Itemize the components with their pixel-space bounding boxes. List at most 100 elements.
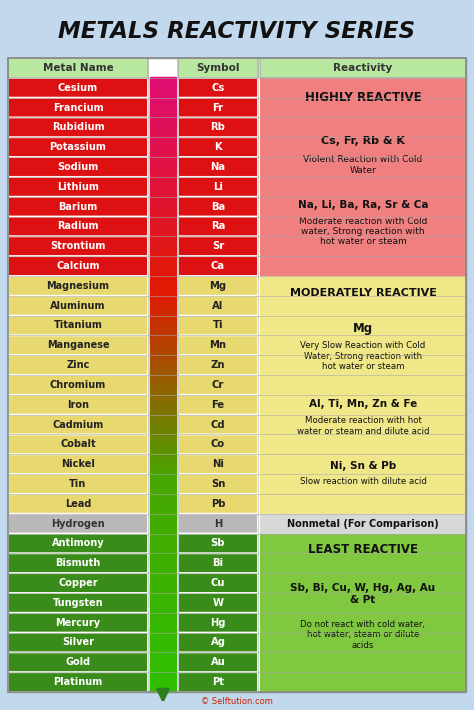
Bar [150,96,176,98]
Text: Ni, Sn & Pb: Ni, Sn & Pb [330,461,396,471]
Text: Cr: Cr [212,380,224,390]
Bar [150,626,176,628]
Bar [150,645,176,647]
Text: Manganese: Manganese [46,340,109,350]
Bar [150,434,176,436]
Bar [150,403,176,405]
Bar [150,119,176,121]
Bar [150,122,176,125]
Bar [150,679,176,682]
Bar [150,296,176,299]
Bar [150,542,176,545]
Text: Magnesium: Magnesium [46,281,109,291]
Bar [150,560,176,563]
Bar [150,153,176,155]
FancyBboxPatch shape [179,594,257,612]
Text: Fe: Fe [211,400,225,410]
Bar [150,391,176,393]
Bar [150,258,176,260]
Bar [150,268,176,271]
Bar [150,110,176,113]
Bar [150,137,176,139]
Bar [150,597,176,600]
Bar [150,235,176,238]
Text: Rb: Rb [210,122,226,132]
Bar [150,634,176,637]
Bar [150,446,176,449]
Text: Calcium: Calcium [56,261,100,271]
Text: Lead: Lead [65,499,91,509]
Text: Ag: Ag [210,638,226,648]
Text: Titanium: Titanium [54,320,102,330]
Text: Platinum: Platinum [54,677,103,687]
Bar [150,528,176,530]
Bar [150,182,176,185]
Bar [150,591,176,594]
Text: Cesium: Cesium [58,83,98,93]
Bar [150,368,176,371]
Text: Ni: Ni [212,459,224,469]
Bar [150,370,176,373]
Bar [150,329,176,332]
Bar [150,266,176,268]
Text: Strontium: Strontium [50,241,106,251]
FancyBboxPatch shape [179,653,257,672]
Bar [150,274,176,276]
Bar [150,342,176,344]
Bar [150,685,176,688]
Text: Moderate reaction with hot
water or steam and dilute acid: Moderate reaction with hot water or stea… [297,416,429,436]
Text: Al, Ti, Mn, Zn & Fe: Al, Ti, Mn, Zn & Fe [309,399,417,410]
FancyBboxPatch shape [9,336,147,355]
Bar [150,116,176,119]
FancyBboxPatch shape [9,534,147,553]
Bar [150,579,176,581]
Text: Rubidium: Rubidium [52,122,104,132]
Bar [150,460,176,463]
Bar [150,608,176,610]
Bar [150,290,176,293]
Bar [150,587,176,589]
Bar [150,358,176,361]
FancyBboxPatch shape [179,574,257,592]
FancyBboxPatch shape [179,256,257,275]
Text: Pt: Pt [212,677,224,687]
FancyBboxPatch shape [179,494,257,513]
Bar [150,405,176,408]
FancyBboxPatch shape [179,316,257,335]
Bar [150,620,176,623]
FancyBboxPatch shape [8,58,148,78]
Bar [150,557,176,559]
Bar [150,640,176,643]
Text: Ra: Ra [211,222,225,231]
Bar [150,270,176,273]
Text: Lithium: Lithium [57,182,99,192]
Bar [150,372,176,375]
Bar [150,249,176,252]
Bar [150,346,176,348]
Text: Very Slow Reaction with Cold
Water, Strong reaction with
hot water or steam: Very Slow Reaction with Cold Water, Stro… [301,342,426,371]
Bar [150,599,176,602]
Text: Nonmetal (For Comparison): Nonmetal (For Comparison) [287,518,439,528]
Bar [150,339,176,342]
FancyBboxPatch shape [179,336,257,355]
Bar [150,126,176,129]
Text: Bi: Bi [212,558,224,568]
Bar [150,466,176,469]
Bar [150,442,176,444]
FancyBboxPatch shape [9,376,147,394]
Text: Ba: Ba [211,202,225,212]
Bar [150,419,176,422]
Bar [150,356,176,359]
Bar [150,454,176,457]
Text: K: K [214,142,222,152]
FancyBboxPatch shape [179,474,257,493]
Bar [150,163,176,166]
Bar [150,601,176,604]
Bar [150,538,176,540]
Bar [150,233,176,236]
Bar [150,309,176,311]
Bar [150,583,176,586]
Bar [150,194,176,197]
Bar [150,106,176,109]
Text: Reactivity: Reactivity [333,63,392,73]
